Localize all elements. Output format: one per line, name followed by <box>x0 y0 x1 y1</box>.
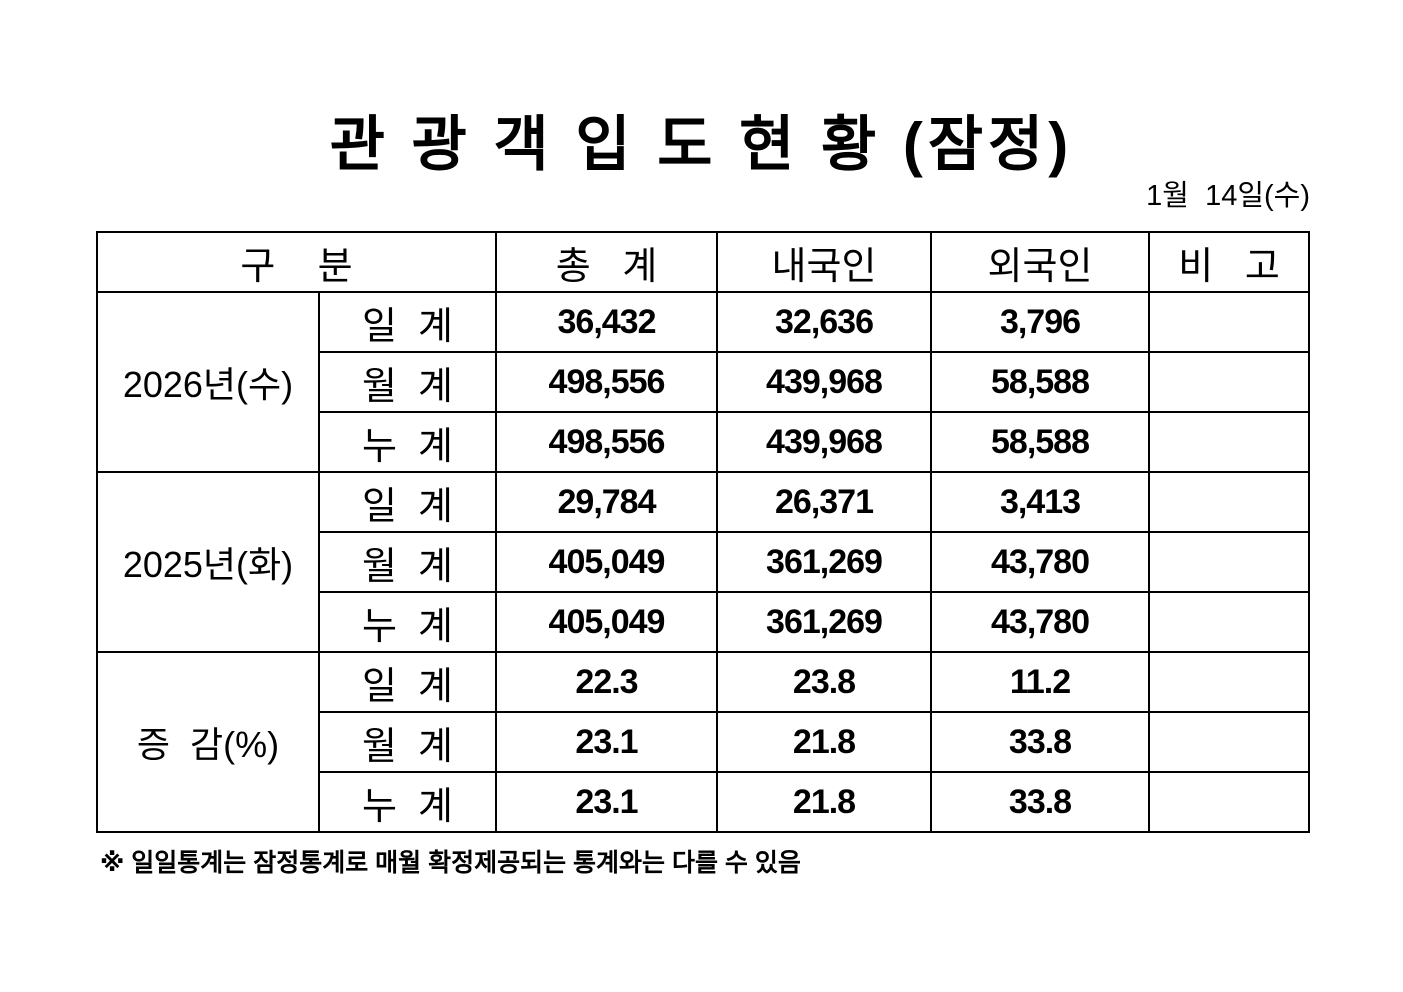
group-label-change-pct: 증 감(%) <box>96 651 320 833</box>
cell-domestic: 439,968 <box>716 411 932 473</box>
row-type-label: 월 계 <box>318 711 497 773</box>
cell-foreign: 43,780 <box>930 531 1150 593</box>
cell-foreign: 58,588 <box>930 411 1150 473</box>
cell-remarks <box>1148 411 1310 473</box>
row-type-label: 누 계 <box>318 411 497 473</box>
cell-foreign: 3,413 <box>930 471 1150 533</box>
cell-remarks <box>1148 651 1310 713</box>
table-row: 2026년(수) 일 계 36,432 32,636 3,796 <box>96 291 1310 473</box>
cell-foreign: 43,780 <box>930 591 1150 653</box>
cell-foreign: 58,588 <box>930 351 1150 413</box>
cell-domestic: 32,636 <box>716 291 932 353</box>
cell-remarks <box>1148 291 1310 353</box>
cell-foreign: 33.8 <box>930 771 1150 833</box>
col-header-remarks: 비 고 <box>1148 231 1310 293</box>
col-header-domestic: 내국인 <box>716 231 932 293</box>
cell-total: 498,556 <box>495 411 718 473</box>
cell-total: 23.1 <box>495 771 718 833</box>
cell-domestic: 361,269 <box>716 531 932 593</box>
cell-remarks <box>1148 711 1310 773</box>
table-row: 누 계 23.1 21.8 33.8 <box>97 771 1310 833</box>
row-type-label: 누 계 <box>318 591 497 653</box>
table-row: 월 계 23.1 21.8 33.8 <box>97 711 1310 773</box>
row-type-label: 월 계 <box>318 351 497 413</box>
header-row: 구 분 총 계 내국인 외국인 비 고 <box>96 231 1310 293</box>
footnote: ※ 일일통계는 잠정통계로 매월 확정제공되는 통계와는 다를 수 있음 <box>100 849 801 877</box>
cell-remarks <box>1148 771 1310 833</box>
col-header-foreign: 외국인 <box>930 231 1150 293</box>
cell-domestic: 21.8 <box>716 771 932 833</box>
cell-remarks <box>1148 591 1310 653</box>
cell-remarks <box>1148 351 1310 413</box>
col-header-total: 총 계 <box>495 231 718 293</box>
row-type-label: 일 계 <box>318 651 497 713</box>
row-type-label: 누 계 <box>318 771 497 833</box>
cell-foreign: 33.8 <box>930 711 1150 773</box>
cell-remarks <box>1148 471 1310 533</box>
report-date: 1월 14일(수) <box>1146 180 1310 212</box>
row-type-label: 일 계 <box>318 471 497 533</box>
table-row: 2025년(화) 일 계 29,784 26,371 3,413 <box>96 471 1310 653</box>
table-row: 월 계 498,556 439,968 58,588 <box>97 351 1310 413</box>
group-label-2025: 2025년(화) <box>96 471 320 653</box>
row-type-label: 일 계 <box>318 291 497 353</box>
cell-total: 36,432 <box>495 291 718 353</box>
group-label-2026: 2026년(수) <box>96 291 320 473</box>
cell-domestic: 361,269 <box>716 591 932 653</box>
cell-foreign: 11.2 <box>930 651 1150 713</box>
table-row: 누 계 405,049 361,269 43,780 <box>97 591 1310 653</box>
cell-total: 405,049 <box>495 531 718 593</box>
table-row: 월 계 405,049 361,269 43,780 <box>97 531 1310 593</box>
tourist-arrivals-table: 구 분 총 계 내국인 외국인 비 고 2026년(수) 일 계 36,432 … <box>96 231 1310 833</box>
cell-total: 23.1 <box>495 711 718 773</box>
cell-domestic: 26,371 <box>716 471 932 533</box>
table-row: 누 계 498,556 439,968 58,588 <box>97 411 1310 473</box>
cell-foreign: 3,796 <box>930 291 1150 353</box>
table-row: 증 감(%) 일 계 22.3 23.8 11.2 <box>96 651 1310 833</box>
cell-domestic: 21.8 <box>716 711 932 773</box>
col-header-category: 구 분 <box>96 231 497 293</box>
page-title: 관 광 객 입 도 현 황 (잠정) <box>329 111 1074 178</box>
cell-total: 22.3 <box>495 651 718 713</box>
cell-total: 29,784 <box>495 471 718 533</box>
row-type-label: 월 계 <box>318 531 497 593</box>
cell-total: 498,556 <box>495 351 718 413</box>
cell-remarks <box>1148 531 1310 593</box>
cell-domestic: 23.8 <box>716 651 932 713</box>
cell-domestic: 439,968 <box>716 351 932 413</box>
cell-total: 405,049 <box>495 591 718 653</box>
